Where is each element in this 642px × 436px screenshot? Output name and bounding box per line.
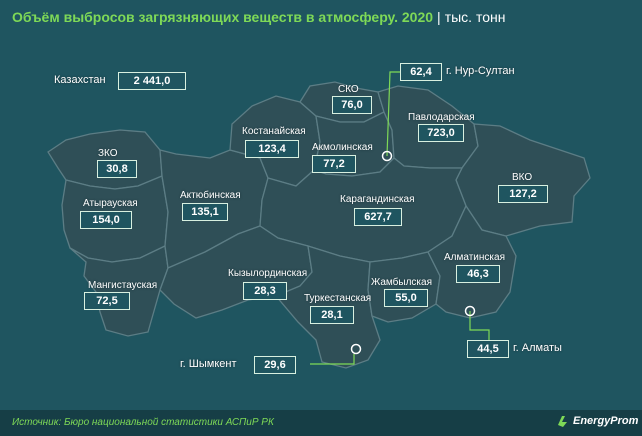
value-karaganda: 627,7 — [354, 208, 402, 226]
value-nursultan: 62,4 — [400, 63, 442, 81]
label-zko: ЗКО — [98, 148, 118, 159]
value-akmola: 77,2 — [312, 155, 356, 173]
label-akmola: Акмолинская — [312, 142, 373, 153]
value-kostanay: 123,4 — [245, 140, 299, 158]
value-sko: 76,0 — [332, 96, 372, 114]
title-main: Объём выбросов загрязняющих веществ в ат… — [12, 9, 434, 25]
label-sko: СКО — [338, 84, 359, 95]
value-kyzylorda: 28,3 — [243, 282, 287, 300]
leader-shymkent — [310, 354, 355, 365]
value-almaty-region: 46,3 — [456, 265, 500, 283]
label-mangistau: Мангистауская — [88, 280, 158, 291]
label-karaganda: Карагандинская — [340, 194, 415, 205]
value-vko: 127,2 — [498, 185, 548, 203]
city-marker-almaty — [464, 305, 476, 317]
label-aktobe: Актюбинская — [180, 190, 241, 201]
region-almaty — [427, 204, 517, 319]
title-unit: тыс. тонн — [444, 9, 506, 25]
value-zhambyl: 55,0 — [384, 289, 428, 307]
label-nursultan: г. Нур-Султан — [446, 65, 515, 77]
value-shymkent: 29,6 — [254, 356, 296, 374]
logo-text: EnergyProm — [573, 415, 639, 427]
label-kyzylorda: Кызылординская — [228, 268, 308, 279]
footer — [0, 410, 642, 436]
label-almaty: г. Алматы — [513, 342, 562, 354]
city-marker-nursultan — [381, 150, 393, 162]
value-turkestan: 28,1 — [310, 306, 354, 324]
total-label: Казахстан — [54, 74, 106, 86]
label-almaty-region: Алматинская — [444, 252, 505, 263]
label-kostanay: Костанайская — [242, 126, 306, 137]
label-turkestan: Туркестанская — [304, 293, 372, 304]
energyprom-logo: EnergyProm — [556, 414, 638, 428]
city-marker-shymkent — [350, 343, 362, 355]
value-atyrau: 154,0 — [80, 211, 132, 229]
leader-almaty — [469, 311, 490, 340]
value-mangistau: 72,5 — [84, 292, 130, 310]
value-zko: 30,8 — [97, 160, 137, 178]
label-pavlodar: Павлодарская — [408, 112, 475, 123]
value-almaty: 44,5 — [467, 340, 509, 358]
label-zhambyl: Жамбылская — [371, 277, 432, 288]
label-shymkent: г. Шымкент — [180, 358, 237, 370]
value-pavlodar: 723,0 — [418, 124, 464, 142]
label-atyrau: Атырауская — [83, 198, 138, 209]
total-value: 2 441,0 — [118, 72, 186, 90]
region-mangistau — [69, 245, 169, 337]
source-text: Источник: Бюро национальной статистики А… — [12, 417, 274, 428]
chart-title: Объём выбросов загрязняющих веществ в ат… — [12, 9, 505, 25]
value-aktobe: 135,1 — [182, 203, 228, 221]
logo-mark-icon — [558, 416, 567, 427]
leader-nursultan — [386, 71, 400, 157]
title-separator: | — [437, 9, 441, 25]
label-vko: ВКО — [512, 172, 533, 183]
